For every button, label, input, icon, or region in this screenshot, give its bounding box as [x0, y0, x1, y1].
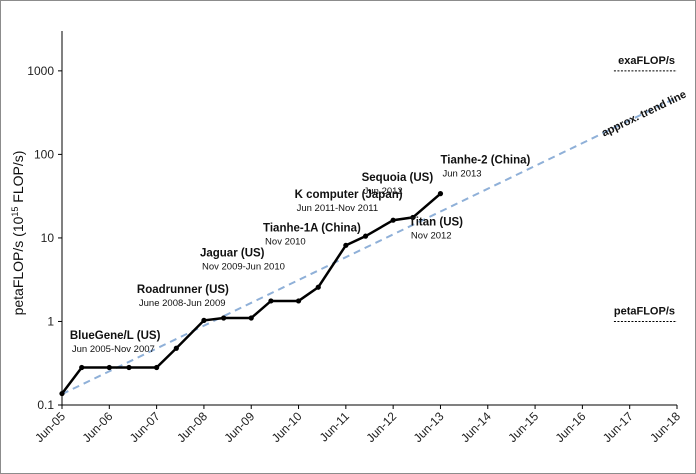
- data-point: [410, 214, 416, 221]
- axes: [58, 31, 678, 409]
- annotation-subtitle: Jun 2013: [442, 168, 481, 179]
- x-tick-label: Jun-18: [647, 409, 683, 445]
- data-point: [362, 233, 369, 239]
- y-tick-label: 1000: [27, 64, 54, 78]
- y-tick-label: 0.1: [37, 398, 54, 412]
- annotation-title: Sequoia (US): [362, 172, 434, 184]
- trend-line-group: approx. trend line: [61, 89, 688, 396]
- data-point: [126, 364, 132, 371]
- x-tick-label: Jun-11: [317, 409, 352, 444]
- x-tick-labels: Jun-05 Jun-06 Jun-07 Jun-08 Jun-09 Jun-10 Jun-…: [32, 409, 683, 445]
- x-tick-label: Jun-16: [553, 409, 589, 445]
- y-tick-label: 1: [47, 314, 54, 328]
- annotations: BlueGene/L (US) Jun 2005-Nov 2007 Roadrunn…: [70, 154, 531, 354]
- reference-line-label: exaFLOP/s: [618, 55, 675, 67]
- x-tick-label: Jun-14: [458, 409, 494, 445]
- annotation-title: Tianhe-2 (China): [440, 154, 530, 166]
- trend-line-label: approx. trend line: [600, 89, 688, 140]
- data-point: [173, 345, 179, 351]
- data-point: [315, 284, 321, 290]
- y-axis-title-main: petaFLOP/s (10: [10, 216, 26, 315]
- y-tick-label: 10: [41, 231, 55, 245]
- reference-lines: exaFLOP/s petaFLOP/s: [614, 55, 677, 322]
- x-tick-label: Jun-08: [174, 409, 210, 445]
- y-axis-title-exponent: 15: [10, 207, 20, 217]
- annotation-subtitle: Nov 2010: [265, 236, 306, 247]
- y-tick-label: 100: [34, 147, 54, 161]
- annotation-title: Jaguar (US): [200, 247, 265, 259]
- x-tick-label: Jun-10: [269, 409, 305, 445]
- y-axis-title-unit: FLOP/s): [10, 151, 26, 207]
- x-tick-label: Jun-17: [600, 409, 636, 445]
- x-tick-label: Jun-15: [505, 409, 541, 445]
- data-point: [59, 390, 65, 397]
- data-point: [295, 298, 302, 304]
- annotation-title: K computer (Japan): [295, 189, 403, 201]
- annotation-title: Tianhe-1A (China): [263, 222, 361, 234]
- x-tick-label: Jun-13: [411, 409, 447, 445]
- data-point: [268, 298, 274, 304]
- annotation-subtitle: Jun 2011-Nov 2011: [297, 203, 379, 214]
- y-axis-title: petaFLOP/s (1015 FLOP/s): [10, 151, 26, 316]
- x-tick-label: Jun-09: [221, 409, 257, 445]
- y-tick-labels: 0.1 1 10 100 1000: [27, 64, 54, 412]
- x-tick-label: Jun-07: [127, 409, 163, 445]
- data-point: [79, 364, 85, 371]
- annotation-title: BlueGene/L (US): [70, 330, 161, 342]
- data-point: [221, 315, 227, 321]
- data-point: [201, 317, 207, 323]
- annotation-subtitle: Jun 2005-Nov 2007: [72, 344, 155, 355]
- data-point: [390, 217, 396, 223]
- x-tick-label: Jun-05: [32, 409, 68, 445]
- trend-line: [61, 96, 678, 396]
- annotation-subtitle: Nov 2009-Jun 2010: [202, 261, 285, 272]
- data-point: [106, 364, 112, 371]
- data-point: [154, 364, 160, 371]
- series-group: [59, 191, 444, 397]
- annotation-subtitle: June 2008-Jun 2009: [139, 298, 226, 309]
- annotation-subtitle: Nov 2012: [411, 231, 452, 242]
- reference-line-label: petaFLOP/s: [614, 305, 675, 317]
- x-tick-label: Jun-06: [80, 409, 116, 445]
- annotation-title: Titan (US): [409, 217, 463, 229]
- annotation-subtitle: Jun 2012: [364, 186, 403, 197]
- annotation-title: Roadrunner (US): [137, 284, 229, 296]
- x-tick-label: Jun-12: [363, 409, 399, 445]
- series-line: [61, 192, 442, 395]
- data-point: [343, 242, 349, 248]
- data-point: [248, 315, 254, 321]
- data-point: [437, 191, 444, 197]
